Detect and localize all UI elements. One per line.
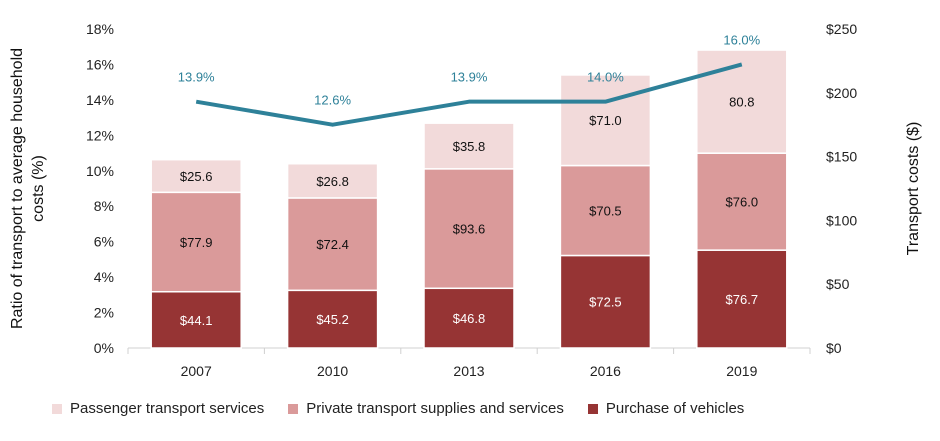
ratio-value-label: 13.9% (178, 70, 215, 85)
left-y-tick-label: 18% (86, 21, 114, 37)
legend: Passenger transport services Private tran… (52, 400, 768, 417)
right-y-axis: $0 $50 $100 $150 $200 $250 (826, 21, 857, 356)
legend-swatch (587, 403, 598, 414)
grid-group (127, 347, 811, 354)
left-y-tick-label: 16% (86, 56, 114, 72)
legend-label: Passenger transport services (70, 400, 265, 417)
left-y-tick-label: 10% (86, 163, 114, 179)
left-y-axis: 0% 2% 4% 6% 8% 10% 12% 14% 16% 18% (86, 21, 114, 356)
legend-label: Purchase of vehicles (605, 400, 745, 417)
ratio-value-label: 14.0% (587, 70, 624, 85)
right-y-tick-label: $150 (826, 149, 857, 165)
bar-segment (150, 290, 242, 349)
legend-label: Private transport supplies and services (306, 400, 564, 417)
left-y-tick-label: 2% (94, 305, 114, 321)
right-axis-title: Transport costs ($) (905, 122, 922, 256)
bar-value-label: $71.0 (589, 113, 622, 128)
bar-segment (696, 249, 788, 349)
bar-segment (696, 152, 788, 251)
x-tick-label: 2019 (726, 363, 757, 379)
bar-value-label: $77.9 (180, 235, 213, 250)
bar-value-label: $46.8 (453, 311, 486, 326)
bar-value-label: $26.8 (316, 174, 349, 189)
ratio-value-label: 13.9% (451, 70, 488, 85)
x-tick-label: 2016 (590, 363, 621, 379)
left-axis-title-line: Ratio of transport to average household (9, 48, 26, 329)
ratio-value-label: 12.6% (314, 93, 351, 108)
legend-item: Private transport supplies and services (288, 400, 564, 417)
left-y-tick-label: 4% (94, 269, 114, 285)
bar-segment (423, 122, 515, 170)
bars-group: $44.1 $77.9 $25.6 $45.2 $72.4 $26.8 $46.8 $93.6… (150, 49, 788, 349)
left-y-tick-label: 14% (86, 92, 114, 108)
bar-value-label: $35.8 (453, 139, 486, 154)
bar-segment (150, 158, 242, 194)
legend-swatch (288, 403, 299, 414)
right-y-tick-label: $250 (826, 21, 857, 37)
right-y-tick-label: $100 (826, 212, 857, 228)
bar-value-label: $72.5 (589, 295, 622, 310)
x-tick-label: 2007 (181, 363, 212, 379)
x-tick-label: 2013 (453, 363, 484, 379)
x-axis: 2007 2010 2013 2016 2019 (181, 363, 758, 379)
legend-item: Purchase of vehicles (587, 400, 745, 417)
bar-segment (286, 162, 379, 199)
bar-segment (423, 168, 515, 290)
bar-segment (696, 49, 788, 154)
bar-segment (559, 74, 652, 167)
bar-segment (423, 287, 515, 349)
bar-value-label: $44.1 (180, 313, 213, 328)
left-y-tick-label: 0% (94, 340, 114, 356)
bar-value-label: $70.5 (589, 204, 622, 219)
bar-segment (286, 289, 379, 349)
bar-value-label: $72.4 (316, 237, 349, 252)
legend-swatch (52, 403, 62, 414)
legend-item: Passenger transport services (52, 400, 264, 417)
bar-segment (559, 164, 652, 257)
bar-value-label: $76.7 (726, 292, 759, 307)
right-y-tick-label: $0 (826, 340, 842, 356)
bar-value-label: $25.6 (180, 169, 213, 184)
bar-segment (150, 191, 242, 293)
bar-value-label: 80.8 (729, 95, 754, 110)
left-y-tick-label: 6% (94, 234, 114, 250)
bar-value-label: $45.2 (316, 312, 349, 327)
ratio-value-label: 16.0% (723, 32, 760, 47)
left-axis-title-line: costs (%) (30, 155, 47, 222)
ratio-line-group: 13.9% 12.6% 13.9% 14.0% 16.0% (178, 32, 761, 127)
right-y-tick-label: $200 (826, 85, 857, 101)
right-y-tick-label: $50 (826, 276, 850, 292)
bar-segment (286, 197, 379, 292)
left-axis-title: Ratio of transport to average household c… (9, 48, 47, 329)
left-y-tick-label: 12% (86, 127, 114, 143)
x-tick-label: 2010 (317, 363, 348, 379)
bar-value-label: $93.6 (453, 222, 486, 237)
left-y-tick-label: 8% (94, 198, 114, 214)
bar-value-label: $76.0 (726, 195, 759, 210)
bar-segment (559, 254, 652, 349)
